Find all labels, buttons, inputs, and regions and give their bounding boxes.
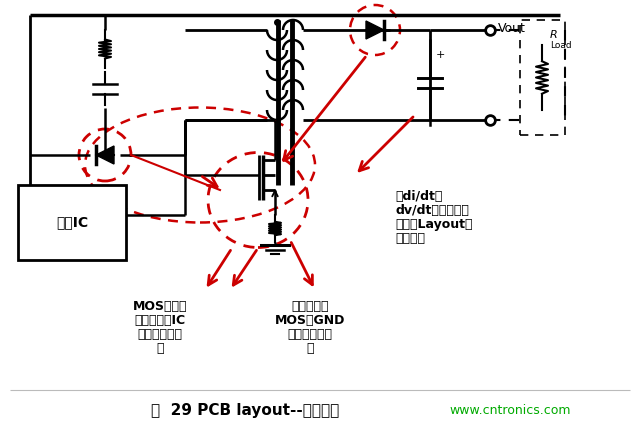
Text: 高di/dt、: 高di/dt、 [395, 190, 442, 203]
Text: MOS和检流: MOS和检流 [132, 300, 188, 313]
Text: 图  29 PCB layout--高频走线: 图 29 PCB layout--高频走线 [151, 402, 339, 417]
Bar [520, 20, 565, 135]
Text: +: + [436, 50, 445, 60]
Text: 短: 短 [156, 342, 164, 355]
Text: 距离应尽可能: 距离应尽可能 [138, 328, 182, 341]
Text: 检流电阵与: 检流电阵与 [291, 300, 329, 313]
Text: 能短，Layout避: 能短，Layout避 [395, 218, 472, 231]
Polygon shape [366, 21, 384, 39]
Text: R: R [550, 30, 557, 40]
Text: Vout: Vout [498, 21, 526, 35]
Text: 控制IC: 控制IC [56, 216, 88, 229]
Text: 短: 短 [307, 342, 314, 355]
Text: www.cntronics.com: www.cntronics.com [449, 404, 571, 416]
Text: 电阵到控制IC: 电阵到控制IC [134, 314, 186, 327]
Text: MOS和GND: MOS和GND [275, 314, 345, 327]
Bar [18, 185, 126, 260]
Text: dv/dt，引线尽可: dv/dt，引线尽可 [395, 204, 469, 217]
Polygon shape [96, 146, 114, 164]
Text: 免走直角: 免走直角 [395, 232, 425, 245]
Text: Load: Load [550, 41, 572, 50]
Text: 的距离尽可能: 的距离尽可能 [287, 328, 333, 341]
